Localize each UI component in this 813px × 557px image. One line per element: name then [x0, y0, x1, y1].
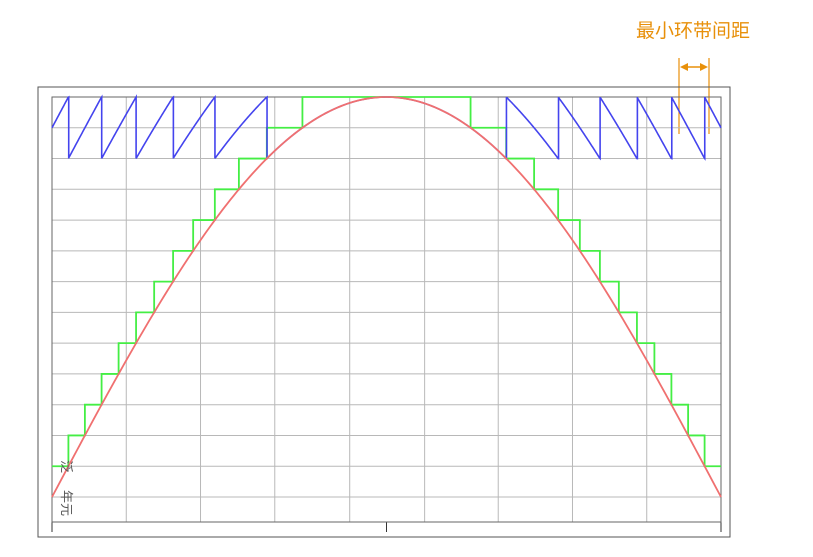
axis-ticks — [51, 522, 722, 532]
annotation-left-arrowhead — [680, 63, 688, 71]
outer-frame — [37, 86, 731, 538]
corner-text: 泛 年元 — [58, 460, 73, 516]
plot-border — [51, 96, 722, 523]
corner-text-line2: 年元 — [58, 490, 73, 516]
min-ring-spacing-annotation: 最小环带间距 — [636, 20, 750, 134]
annotation-right-arrowhead — [700, 63, 708, 71]
corner-text-line1: 泛 — [58, 460, 73, 473]
sine-curve — [51, 96, 722, 498]
grid — [51, 96, 722, 522]
annotation-label: 最小环带间距 — [636, 20, 750, 42]
